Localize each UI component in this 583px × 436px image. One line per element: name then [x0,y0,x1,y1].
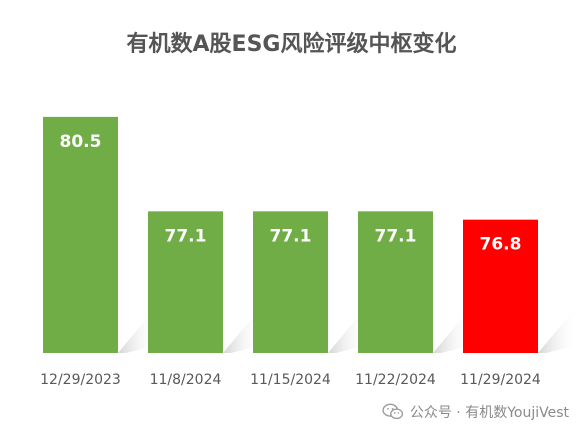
x-tick-label-4: 11/22/2024 [355,372,436,388]
x-tick-label-2: 11/8/2024 [150,372,222,388]
data-label-5: 76.8 [480,235,522,255]
bar-shadow [538,305,578,353]
bar-4 [358,211,433,353]
x-tick-label-5: 11/29/2024 [460,372,541,388]
x-tick-label-1: 12/29/2023 [40,372,121,388]
data-label-2: 77.1 [165,226,207,246]
bar-1 [43,116,118,353]
data-label-3: 77.1 [270,226,312,246]
data-label-1: 80.5 [60,132,102,152]
bar-5 [463,219,538,353]
bar-2 [148,211,223,353]
x-tick-label-3: 11/15/2024 [250,372,331,388]
bar-3 [253,211,328,353]
data-label-4: 77.1 [375,226,417,246]
chart-title: 有机数A股ESG风险评级中枢变化 [126,32,457,57]
watermark-text: 公众号 · 有机数YoujiVest [409,405,569,421]
watermark: 公众号 · 有机数YoujiVest [382,402,569,422]
wechat-icon [382,403,403,420]
